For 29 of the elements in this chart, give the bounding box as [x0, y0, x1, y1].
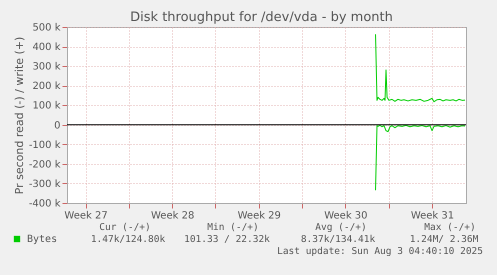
line-series [375, 34, 466, 102]
x-tick-label: Week 30 [324, 210, 368, 222]
text: Avg (-/+) [315, 222, 367, 233]
y-tick-label: 500 k [32, 22, 61, 34]
x-tick-label: Week 28 [151, 210, 194, 222]
y-tick-label: 300 k [32, 62, 61, 73]
text: 101.33 / 22.32k [184, 234, 270, 245]
line-series [375, 124, 466, 191]
y-tick-label: -300 k [28, 178, 61, 190]
text: Last update: Sun Aug 3 04:40:10 2025 [277, 246, 483, 257]
text: Max (-/+) [424, 222, 476, 233]
text: 8.37k/134.41k [300, 234, 376, 245]
chart-title: Disk throughput for /dev/vda - by month [130, 10, 393, 25]
x-tick-label: Week 31 [410, 210, 454, 222]
text: 1.47k/124.80k [90, 234, 166, 245]
x-tick-label: Week 29 [238, 210, 281, 222]
y-tick-label: 200 k [32, 81, 61, 92]
text: Cur (-/+) [99, 222, 151, 233]
y-tick-label: 100 k [32, 100, 61, 112]
y-tick-label: 400 k [32, 42, 61, 54]
text: 1.24M/ 2.36M [410, 234, 479, 245]
y-tick-label: -400 k [28, 198, 61, 210]
y-tick-label: -200 k [28, 159, 61, 170]
text: Min (-/+) [207, 222, 259, 233]
y-tick-label: 0 [54, 120, 60, 132]
x-tick-label: Week 27 [64, 210, 108, 222]
legend-label: Bytes [27, 234, 58, 245]
y-axis-title: Pr second read (-) / write (+) [12, 36, 26, 194]
y-tick-label: -100 k [28, 140, 61, 151]
